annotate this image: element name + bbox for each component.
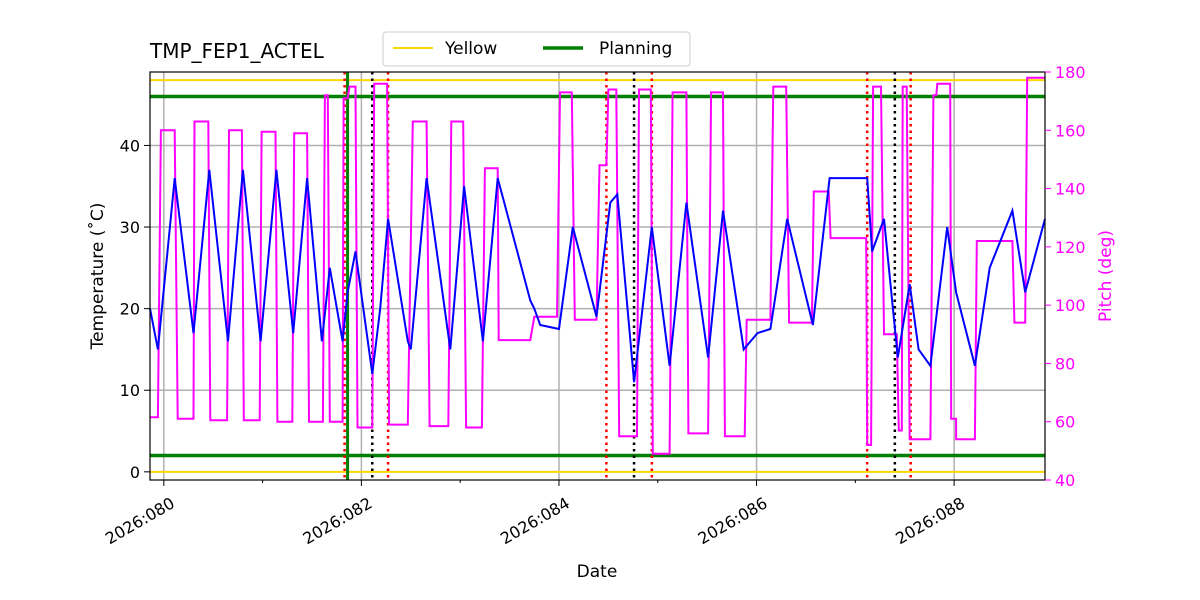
y2-tick-label: 80 [1055,354,1075,373]
y-tick-label: 20 [120,300,140,319]
y2-tick-label: 160 [1055,121,1086,140]
y2-tick-label: 140 [1055,180,1086,199]
y-axis-label: Temperature (˚C) [87,203,108,351]
plot-frame [149,71,1046,481]
legend-label-yellow: Yellow [444,39,497,59]
temperature-series-line [149,169,1046,383]
y2-tick-label: 40 [1055,471,1075,490]
y-tick-label: 0 [130,463,140,482]
x-axis-label: Date [577,562,618,582]
y-tick-label: 30 [120,218,140,237]
y2-tick-label: 120 [1055,238,1086,257]
y-tick-label: 10 [120,381,140,400]
y2-tick-label: 60 [1055,413,1075,432]
y2-axis-label: Pitch (deg) [1096,230,1116,322]
legend-box [382,31,691,67]
y-tick-label: 40 [120,136,140,155]
series [149,76,1046,455]
y2-tick-label: 100 [1055,296,1086,315]
legend-label-planning: Planning [599,39,672,59]
pitch-series-line [150,76,1045,455]
y2-tick-label: 180 [1055,63,1086,82]
legend: Yellow Planning [382,31,691,67]
chart-title: TMP_FEP1_ACTEL [149,39,325,63]
